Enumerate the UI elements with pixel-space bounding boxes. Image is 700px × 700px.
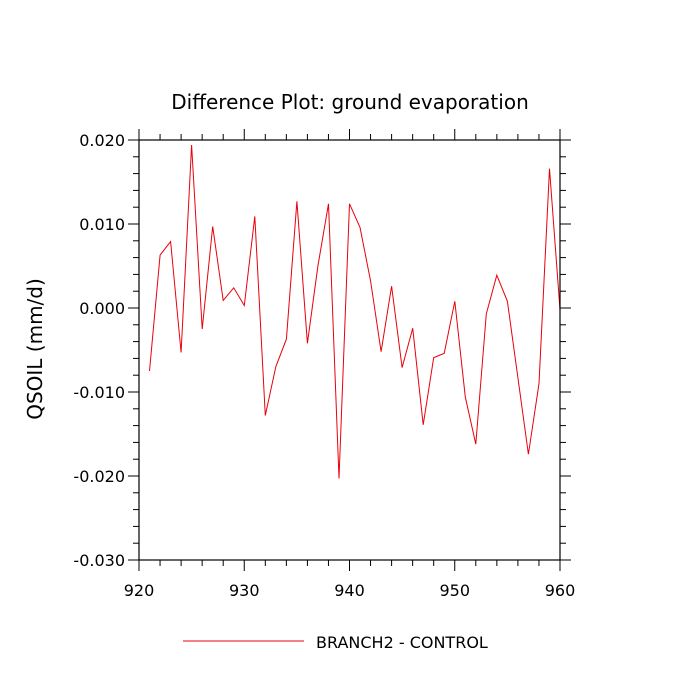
y-axis-label: QSOIL (mm/d) xyxy=(23,278,47,420)
y-tick-label: 0.020 xyxy=(79,131,125,150)
legend-label: BRANCH2 - CONTROL xyxy=(316,633,488,652)
tick-labels: 920 930 940 950 960 0.020 0.010 0.000 -0.010 -0.0… xyxy=(73,131,575,600)
legend: BRANCH2 - CONTROL xyxy=(183,633,488,652)
y-tick-label: 0.010 xyxy=(79,215,125,234)
x-tick-label: 920 xyxy=(124,581,155,600)
series-line-branch2-control xyxy=(149,144,561,479)
x-tick-label: 950 xyxy=(439,581,470,600)
x-tick-label: 930 xyxy=(229,581,260,600)
x-tick-label: 960 xyxy=(545,581,576,600)
axis-ticks xyxy=(128,129,571,571)
plot-frame xyxy=(138,139,561,561)
y-tick-label: 0.000 xyxy=(79,299,125,318)
y-tick-label: -0.010 xyxy=(73,383,125,402)
chart-title: Difference Plot: ground evaporation xyxy=(171,90,529,114)
x-tick-label: 940 xyxy=(334,581,365,600)
y-tick-label: -0.020 xyxy=(73,467,125,486)
y-tick-label: -0.030 xyxy=(73,551,125,570)
